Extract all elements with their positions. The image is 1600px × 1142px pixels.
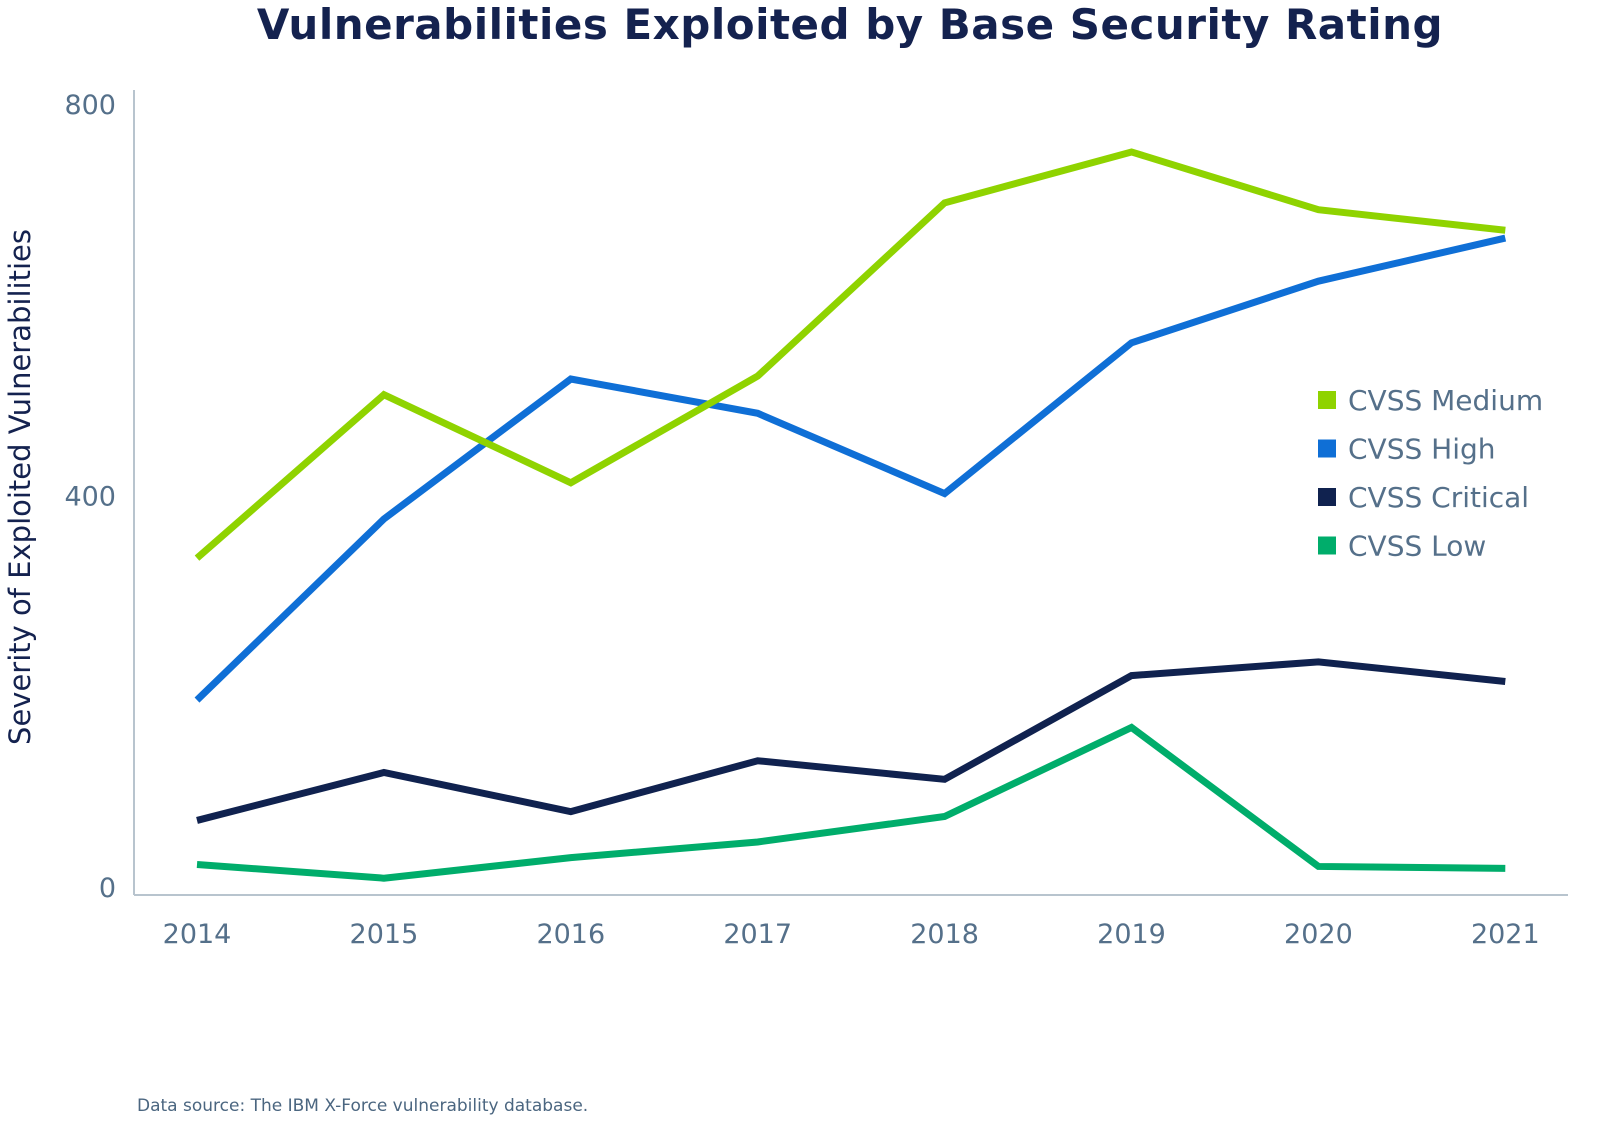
legend-label: CVSS Medium — [1348, 384, 1543, 417]
legend-swatch — [1318, 391, 1336, 409]
y-tick-label: 800 — [64, 90, 116, 121]
x-tick-label: 2018 — [910, 919, 979, 950]
chart-title: Vulnerabilities Exploited by Base Securi… — [256, 0, 1444, 49]
x-tick-label: 2021 — [1471, 919, 1540, 950]
legend-swatch — [1318, 536, 1336, 555]
y-tick-label: 0 — [99, 873, 116, 904]
legend-label: CVSS Critical — [1348, 481, 1529, 514]
series-line-cvss-low — [196, 723, 1506, 882]
x-tick-label: 2016 — [536, 919, 605, 950]
legend-swatch — [1318, 488, 1336, 506]
series-line-cvss-high — [194, 234, 1507, 703]
series-line-cvss-critical — [196, 658, 1506, 824]
legend-label: CVSS High — [1348, 433, 1496, 466]
series-line-cvss-medium — [194, 148, 1506, 561]
x-tick-label: 2019 — [1097, 919, 1166, 950]
data-source-note: Data source: The IBM X-Force vulnerabili… — [137, 1096, 589, 1116]
y-tick-label: 400 — [64, 482, 116, 513]
x-tick-label: 2014 — [163, 919, 232, 950]
x-tick-label: 2017 — [723, 919, 792, 950]
x-tick-label: 2020 — [1284, 919, 1353, 950]
x-tick-label: 2015 — [350, 919, 419, 950]
legend-label: CVSS Low — [1348, 530, 1486, 563]
legend-swatch — [1318, 439, 1336, 458]
